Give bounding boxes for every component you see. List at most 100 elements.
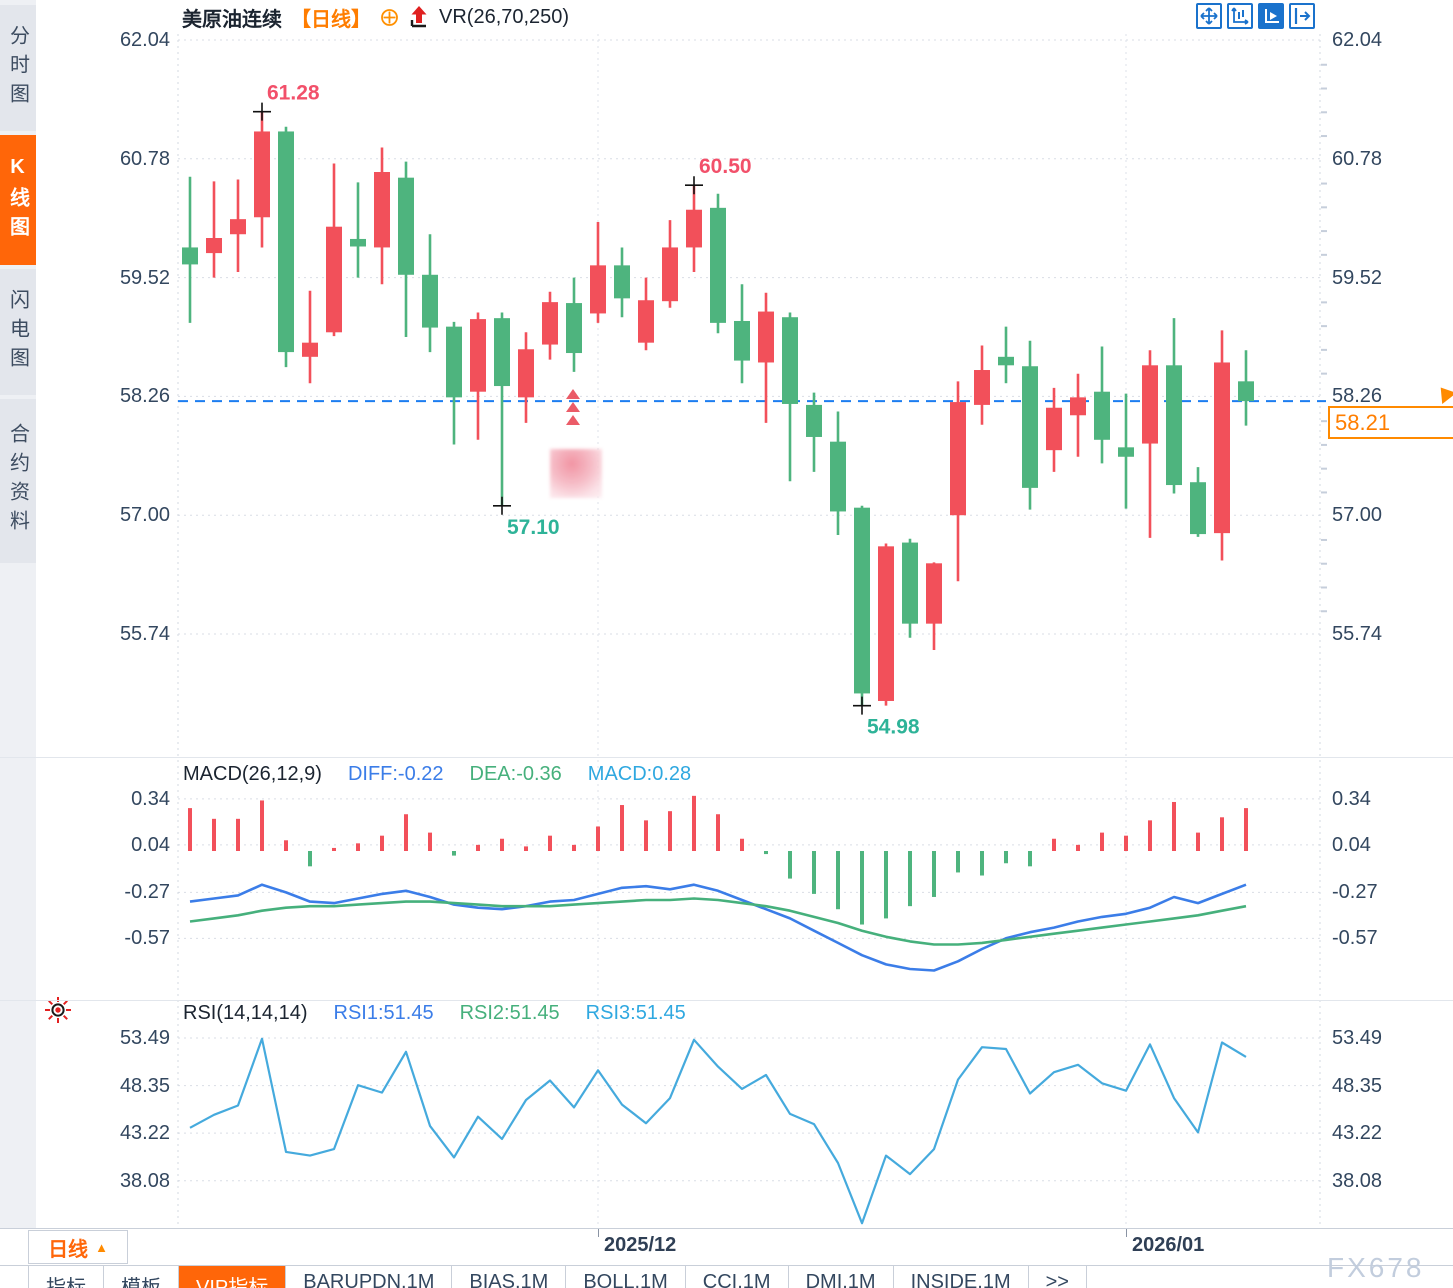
sidebar-tab-timeline[interactable]: 分时图 bbox=[0, 5, 36, 131]
chart-title-row: 美原油连续 【日线】 VR(26,70,250) bbox=[182, 4, 569, 31]
tab-boll[interactable]: BOLL.1M bbox=[566, 1266, 686, 1288]
sidebar-tab-label: 合约资料 bbox=[6, 423, 29, 539]
axis-label: 62.04 bbox=[1332, 29, 1383, 51]
svg-text:61.28: 61.28 bbox=[267, 82, 320, 105]
tab-barupdn[interactable]: BARUPDN.1M bbox=[286, 1266, 453, 1288]
axis-label: -0.27 bbox=[1332, 881, 1378, 904]
brand-watermark: FX678 bbox=[1327, 1252, 1425, 1283]
tab-label: CCI.1M bbox=[702, 1271, 771, 1288]
axis-label: 55.74 bbox=[1332, 623, 1383, 645]
collapse-right-icon[interactable] bbox=[1289, 3, 1315, 29]
axis-label: 38.08 bbox=[1332, 1169, 1383, 1192]
tab-label: >> bbox=[1045, 1271, 1069, 1288]
x-axis-band bbox=[0, 1228, 1453, 1266]
tab-label: 指标 bbox=[46, 1277, 86, 1288]
tab-dmi[interactable]: DMI.1M bbox=[789, 1266, 894, 1288]
target-plus-icon[interactable] bbox=[380, 8, 399, 27]
rsi1-value: RSI1:51.45 bbox=[333, 1002, 434, 1024]
grid-layer bbox=[177, 34, 1327, 1228]
axis-label: 0.04 bbox=[1332, 833, 1371, 856]
symbol-name: 美原油连续 bbox=[182, 8, 282, 31]
tab-label: INSIDE.1M bbox=[910, 1271, 1011, 1288]
sidebar-tab-contract-info[interactable]: 合约资料 bbox=[0, 399, 36, 563]
axis-label: -0.27 bbox=[124, 881, 170, 904]
axis-label: 59.52 bbox=[1332, 266, 1383, 289]
axis-label: 53.49 bbox=[119, 1027, 170, 1049]
x-axis-tick bbox=[598, 1229, 599, 1237]
sidebar-tab-kline[interactable]: K线图 bbox=[0, 135, 36, 265]
tab-label: BOLL.1M bbox=[583, 1271, 668, 1288]
axis-label: 53.49 bbox=[1332, 1027, 1383, 1049]
sidebar-tab-label: 分时图 bbox=[6, 24, 29, 112]
rsi-name: RSI(14,14,14) bbox=[183, 1002, 308, 1024]
blurred-signal-marker bbox=[550, 449, 602, 498]
macd-hist-value: MACD:0.28 bbox=[587, 763, 692, 785]
candles-layer bbox=[182, 111, 1254, 706]
x-axis-month-label: 2025/12 bbox=[604, 1234, 677, 1256]
axis-label: 60.78 bbox=[1332, 147, 1383, 170]
axis-label: 55.74 bbox=[119, 623, 170, 645]
macd-header: MACD(26,12,9) DIFF:-0.22 DEA:-0.36 MACD:… bbox=[183, 763, 691, 786]
macd-diff-value: DIFF:-0.22 bbox=[347, 763, 444, 785]
rsi-header: RSI(14,14,14) RSI1:51.45 RSI2:51.45 RSI3… bbox=[183, 1002, 686, 1025]
period-selector-button[interactable]: 日线 ▲ bbox=[28, 1230, 128, 1264]
axis-label: 43.22 bbox=[1332, 1122, 1383, 1145]
tab-label: VIP指标 bbox=[196, 1277, 269, 1288]
axis-label: 38.08 bbox=[119, 1169, 170, 1192]
axis-label: 43.22 bbox=[119, 1122, 170, 1145]
period-selector-label: 日线 bbox=[48, 1238, 89, 1261]
tab-cci[interactable]: CCI.1M bbox=[686, 1266, 789, 1288]
pan-icon[interactable] bbox=[1196, 3, 1222, 29]
tab-indicators[interactable]: 指标 bbox=[28, 1266, 104, 1288]
tab-templates[interactable]: 模板 bbox=[104, 1266, 179, 1288]
axis-label: 57.00 bbox=[119, 504, 170, 527]
signal-arrow-up-icon bbox=[408, 5, 430, 29]
rsi-layer bbox=[189, 1037, 1247, 1225]
tab-bias[interactable]: BIAS.1M bbox=[452, 1266, 567, 1288]
period-tag: 【日线】 bbox=[291, 8, 371, 31]
axis-label: 48.35 bbox=[1332, 1074, 1383, 1097]
axis-label: 62.04 bbox=[119, 29, 170, 51]
axis-label: 48.35 bbox=[119, 1074, 170, 1097]
sidebar-tab-label: 闪电图 bbox=[6, 288, 29, 376]
caret-up-icon: ▲ bbox=[95, 1239, 108, 1255]
macd-name: MACD(26,12,9) bbox=[183, 763, 322, 785]
panel-separator bbox=[0, 1000, 1453, 1001]
tab-more[interactable]: >> bbox=[1029, 1266, 1087, 1288]
axis-label: -0.57 bbox=[1332, 927, 1378, 950]
axis-label: -0.57 bbox=[124, 927, 170, 950]
axis-label: 59.52 bbox=[119, 266, 170, 289]
rsi3-value: RSI3:51.45 bbox=[585, 1002, 686, 1024]
svg-text:57.10: 57.10 bbox=[507, 516, 560, 539]
tab-inside[interactable]: INSIDE.1M bbox=[894, 1266, 1029, 1288]
rsi2-value: RSI2:51.45 bbox=[459, 1002, 560, 1024]
panel-separator bbox=[0, 757, 1453, 758]
sidebar-tab-label: K线图 bbox=[6, 155, 29, 245]
zoom-axis-icon[interactable] bbox=[1227, 3, 1253, 29]
tab-vip-indicators[interactable]: VIP指标 bbox=[179, 1266, 287, 1288]
tab-label: DMI.1M bbox=[805, 1271, 876, 1288]
tab-label: BARUPDN.1M bbox=[303, 1271, 435, 1288]
indicator-settings-sun-icon[interactable] bbox=[44, 996, 72, 1029]
svg-text:54.98: 54.98 bbox=[867, 716, 920, 739]
scale-axis-icon[interactable] bbox=[1258, 3, 1284, 29]
indicator-tab-bar: 指标 模板 VIP指标 BARUPDN.1M BIAS.1M BOLL.1M C… bbox=[28, 1266, 1087, 1288]
axis-label: 0.34 bbox=[1332, 787, 1371, 810]
svg-text:60.50: 60.50 bbox=[699, 155, 752, 178]
x-axis-month-label: 2026/01 bbox=[1132, 1234, 1205, 1256]
last-price-value: 58.21 bbox=[1335, 410, 1391, 435]
chart-toolbar bbox=[1196, 3, 1315, 29]
x-axis-tick bbox=[1126, 1229, 1127, 1237]
axis-label: 57.00 bbox=[1332, 504, 1383, 527]
tab-label: 模板 bbox=[121, 1277, 161, 1288]
sidebar-tab-lightning[interactable]: 闪电图 bbox=[0, 269, 36, 395]
macd-dea-value: DEA:-0.36 bbox=[469, 763, 562, 785]
axis-label: 0.34 bbox=[131, 787, 170, 810]
macd-layer bbox=[188, 795, 1248, 972]
last-price-box: 58.21 bbox=[1328, 406, 1453, 439]
axis-label: 60.78 bbox=[119, 147, 170, 170]
axis-label: 58.26 bbox=[119, 385, 170, 408]
axis-label: 0.04 bbox=[131, 833, 170, 856]
